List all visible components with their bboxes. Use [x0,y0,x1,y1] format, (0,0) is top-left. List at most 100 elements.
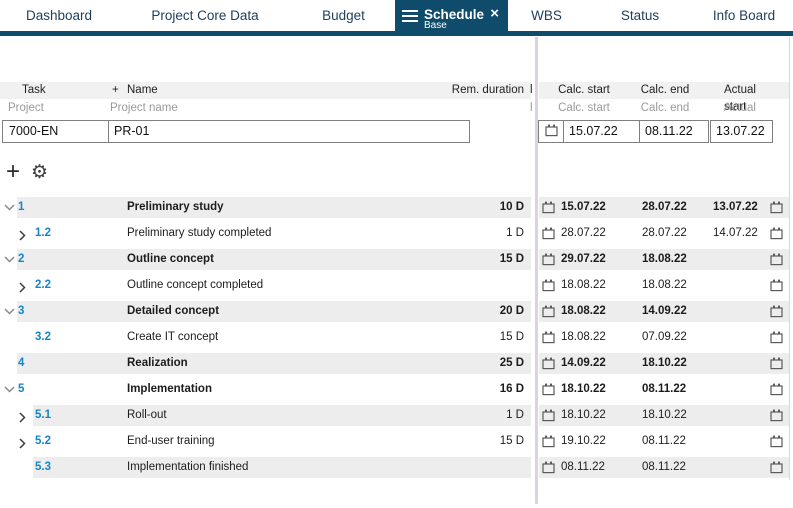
calc-start-cell[interactable]: 15.07.22 [561,201,606,213]
calendar-icon[interactable] [770,331,783,344]
rem-duration-cell[interactable]: 1 D [506,409,524,421]
calendar-icon[interactable] [542,383,555,396]
calendar-icon[interactable] [542,253,555,266]
calc-end-cell[interactable]: 08.11.22 [642,435,686,447]
task-number-link[interactable]: 3.2 [35,331,51,343]
settings-gear-icon[interactable]: ⚙ [31,162,49,183]
calc-end-cell[interactable]: 18.08.22 [642,253,687,265]
project-id-field[interactable]: 7000-EN [9,124,59,138]
task-name-cell[interactable]: Detailed concept [127,305,220,317]
task-name-cell[interactable]: Roll-out [127,409,167,421]
calendar-icon[interactable] [770,357,783,370]
calendar-icon[interactable] [770,461,783,474]
task-row-1.2[interactable]: 1.2 Preliminary study completed 1 D 28.07.2… [0,223,793,244]
task-number-link[interactable]: 5.3 [35,461,51,473]
calendar-icon[interactable] [542,279,555,292]
task-name-cell[interactable]: Preliminary study completed [127,227,272,239]
calendar-icon[interactable] [770,383,783,396]
task-row-5.2[interactable]: 5.2 End-user training 15 D 19.10.22 08.11.22 [0,431,793,452]
calendar-icon[interactable] [542,435,555,448]
calc-start-cell[interactable]: 28.07.22 [561,227,606,239]
calendar-icon[interactable] [770,279,783,292]
pane-splitter[interactable] [535,37,538,504]
calc-end-cell[interactable]: 08.11.22 [642,461,686,473]
calendar-icon[interactable] [542,331,555,344]
add-task-button[interactable]: + [6,158,21,185]
tab-project-core-data[interactable]: Project Core Data [151,8,259,23]
calendar-icon[interactable] [770,227,783,240]
tab-schedule[interactable]: Schedule × Base [395,0,508,36]
calendar-icon[interactable] [770,253,783,266]
task-row-3.2[interactable]: 3.2 Create IT concept 15 D 18.08.22 07.09.22 [0,327,793,348]
project-name-field[interactable]: PR-01 [114,124,150,138]
calendar-icon[interactable] [542,305,555,318]
task-name-cell[interactable]: End-user training [127,435,215,447]
task-row-1[interactable]: 1 Preliminary study 10 D 15.07.22 28.07.22 13… [0,197,793,218]
calc-start-cell[interactable]: 18.10.22 [561,383,606,395]
rem-duration-cell[interactable]: 15 D [499,435,524,447]
calc-start-cell[interactable]: 14.09.22 [561,357,606,369]
calendar-icon[interactable] [542,357,555,370]
task-number-link[interactable]: 2.2 [35,279,51,291]
actual-start-cell[interactable]: 13.07.22 [713,201,758,213]
task-number-link[interactable]: 1 [18,201,25,213]
task-row-5.3[interactable]: 5.3 Implementation finished 08.11.22 08.11.… [0,457,793,478]
task-number-link[interactable]: 1.2 [35,227,51,239]
task-name-cell[interactable]: Outline concept completed [127,279,264,291]
chevron-down-icon[interactable] [4,379,16,400]
calc-end-cell[interactable]: 18.10.22 [642,357,687,369]
calendar-icon[interactable] [770,409,783,422]
rem-duration-cell[interactable]: 16 D [499,383,524,395]
task-number-link[interactable]: 3 [18,305,25,317]
rem-duration-cell[interactable]: 1 D [506,227,524,239]
task-row-2[interactable]: 2 Outline concept 15 D 29.07.22 18.08.22 [0,249,793,270]
rem-duration-cell[interactable]: 25 D [499,357,524,369]
task-row-5.1[interactable]: 5.1 Roll-out 1 D 18.10.22 18.10.22 [0,405,793,426]
tab-budget[interactable]: Budget [322,8,365,23]
calendar-icon[interactable] [542,409,555,422]
calendar-icon[interactable] [542,227,555,240]
rem-duration-cell[interactable]: 20 D [499,305,524,317]
close-tab-icon[interactable]: × [490,5,499,22]
task-number-link[interactable]: 4 [18,357,25,369]
add-column-button[interactable]: + [112,84,119,96]
project-calendar-button[interactable] [538,120,564,143]
chevron-right-icon[interactable] [19,405,31,426]
project-calc-end-field[interactable]: 08.11.22 [639,120,709,143]
calc-start-cell[interactable]: 18.08.22 [561,331,606,343]
calc-end-cell[interactable]: 07.09.22 [642,331,687,343]
chevron-down-icon[interactable] [4,197,16,218]
calendar-icon[interactable] [770,435,783,448]
chevron-down-icon[interactable] [4,301,16,322]
rem-duration-cell[interactable]: 15 D [499,331,524,343]
calc-start-cell[interactable]: 08.11.22 [561,461,605,473]
project-actual-start-field[interactable]: 13.07.22 [710,120,773,143]
task-name-cell[interactable]: Preliminary study [127,201,224,213]
calc-start-cell[interactable]: 18.10.22 [561,409,606,421]
calc-start-cell[interactable]: 29.07.22 [561,253,606,265]
task-number-link[interactable]: 5.1 [35,409,51,421]
calendar-icon[interactable] [770,305,783,318]
calc-end-cell[interactable]: 18.10.22 [642,409,687,421]
task-row-2.2[interactable]: 2.2 Outline concept completed 18.08.22 18.0… [0,275,793,296]
hamburger-menu-icon[interactable] [402,10,418,22]
task-row-4[interactable]: 4 Realization 25 D 14.09.22 18.10.22 [0,353,793,374]
chevron-right-icon[interactable] [19,431,31,452]
task-number-link[interactable]: 2 [18,253,25,265]
project-calc-start-field[interactable]: 15.07.22 [563,120,640,143]
calc-end-cell[interactable]: 28.07.22 [642,227,687,239]
task-name-cell[interactable]: Create IT concept [127,331,219,343]
task-name-cell[interactable]: Implementation [127,383,212,395]
rem-duration-cell[interactable]: 10 D [499,201,524,213]
task-row-5[interactable]: 5 Implementation 16 D 18.10.22 08.11.22 [0,379,793,400]
tab-info-board[interactable]: Info Board [712,8,776,23]
chevron-down-icon[interactable] [4,249,16,270]
rem-duration-cell[interactable]: 15 D [499,253,524,265]
tab-status[interactable]: Status [620,8,660,23]
tab-dashboard[interactable]: Dashboard [25,8,93,23]
task-name-cell[interactable]: Implementation finished [127,461,249,473]
calendar-icon[interactable] [542,461,555,474]
actual-start-cell[interactable]: 14.07.22 [713,227,758,239]
tab-wbs[interactable]: WBS [531,8,562,23]
chevron-right-icon[interactable] [19,223,31,244]
